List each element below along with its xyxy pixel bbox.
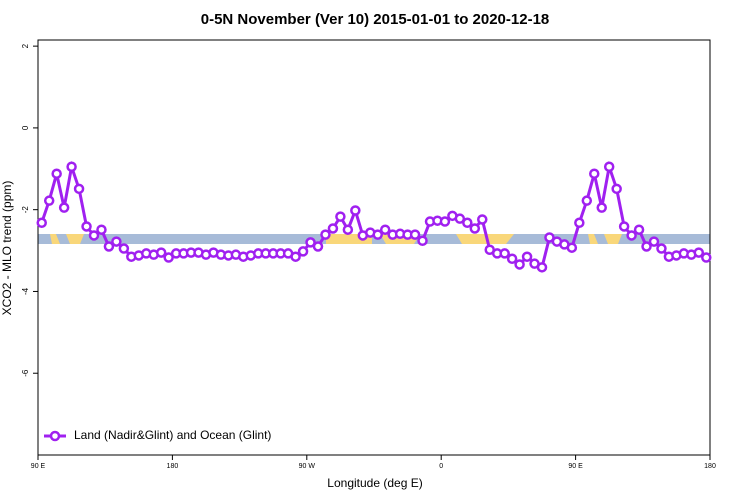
plot-frame	[37, 39, 711, 456]
point	[693, 247, 705, 258]
point	[701, 252, 712, 263]
x-axis-label: Longitude (deg E)	[327, 476, 422, 490]
x-tick-label: 0	[439, 463, 443, 470]
point	[514, 259, 525, 270]
point	[618, 221, 630, 232]
point	[469, 223, 481, 234]
y-tick-label: 0	[21, 125, 30, 130]
chart-title: 0-5N November (Ver 10) 2015-01-01 to 202…	[201, 11, 550, 28]
point	[566, 242, 578, 253]
land-patch	[456, 234, 514, 244]
land-patch	[326, 234, 372, 244]
legend-swatch-point	[49, 430, 61, 442]
point	[379, 224, 391, 235]
point	[641, 241, 652, 252]
land-patch	[588, 234, 598, 244]
x-tick-label: 90 W	[299, 463, 316, 470]
point	[536, 262, 548, 273]
point	[439, 216, 451, 227]
point	[350, 205, 361, 216]
point	[66, 161, 77, 172]
point	[36, 217, 47, 229]
point	[611, 183, 622, 195]
point	[626, 230, 637, 241]
point	[596, 202, 607, 213]
point	[499, 248, 510, 259]
point	[581, 195, 593, 206]
point	[43, 195, 55, 206]
point	[544, 232, 555, 243]
point	[88, 230, 100, 241]
point	[73, 183, 85, 195]
land-patch	[604, 234, 622, 244]
ocean-band	[38, 234, 710, 244]
point	[58, 202, 70, 213]
point	[297, 246, 309, 257]
point	[454, 213, 466, 224]
point	[574, 217, 585, 229]
point	[589, 168, 600, 179]
y-tick-label: -6	[21, 369, 30, 377]
point	[342, 224, 354, 235]
x-tick-label: 180	[704, 463, 716, 470]
point	[462, 217, 473, 229]
point	[417, 235, 428, 247]
point	[163, 252, 174, 263]
point	[521, 251, 533, 262]
point	[335, 211, 346, 222]
point	[506, 253, 518, 264]
x-tick-label: 180	[167, 463, 179, 470]
point	[155, 247, 167, 258]
point	[656, 243, 667, 254]
x-tick-label: 90 E	[31, 463, 46, 470]
point	[118, 243, 130, 254]
point	[477, 214, 488, 225]
land-patch	[66, 234, 84, 244]
point	[320, 229, 331, 240]
point	[633, 224, 645, 235]
point	[372, 229, 383, 240]
y-tick-label: -4	[21, 287, 30, 295]
point	[81, 221, 92, 232]
legend-label: Land (Nadir&Glint) and Ocean (Glint)	[74, 428, 271, 442]
point	[409, 229, 421, 240]
point	[96, 224, 107, 235]
y-tick-label: 2	[21, 43, 30, 48]
land-patch	[50, 234, 60, 244]
x-tick-label: 90 E	[568, 463, 583, 470]
point	[312, 241, 324, 252]
point	[603, 161, 615, 172]
point	[327, 223, 339, 234]
point	[305, 237, 316, 248]
y-axis-label: XCO2 - MLO trend (ppm)	[0, 181, 14, 316]
point	[648, 236, 660, 247]
y-tick-label: -2	[21, 206, 30, 214]
point	[103, 241, 115, 252]
point	[111, 236, 122, 247]
point	[290, 251, 301, 262]
point	[51, 168, 62, 179]
